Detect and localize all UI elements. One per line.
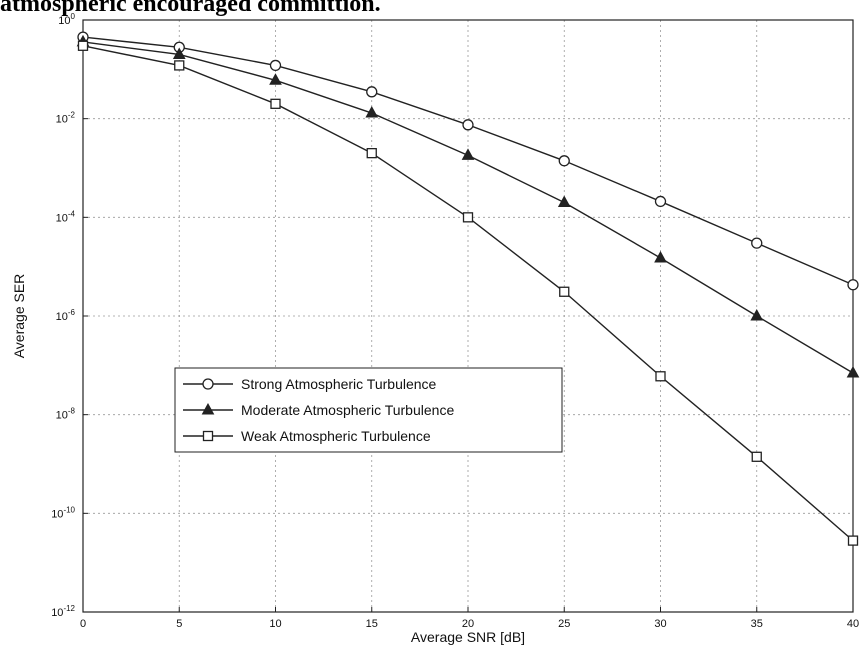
x-tick-label: 25 xyxy=(558,618,570,630)
x-tick-label: 0 xyxy=(80,618,86,630)
x-axis-label: Average SNR [dB] xyxy=(411,629,525,645)
square-marker xyxy=(270,98,281,109)
circle-marker xyxy=(751,237,763,249)
y-tick-label: 10-6 xyxy=(56,308,76,323)
square-marker xyxy=(847,535,859,546)
x-tick-label: 20 xyxy=(462,618,474,630)
circle-marker xyxy=(462,119,474,131)
circle-marker xyxy=(654,195,667,208)
grid xyxy=(83,20,853,612)
triangle-marker xyxy=(846,365,860,378)
x-tick-label: 5 xyxy=(176,618,182,630)
triangle-marker xyxy=(654,250,667,263)
y-tick-label: 10-4 xyxy=(56,209,76,224)
circle-marker xyxy=(202,378,214,390)
square-marker xyxy=(366,147,377,159)
x-tick-label: 35 xyxy=(751,618,763,630)
circle-marker xyxy=(269,59,282,72)
triangle-marker xyxy=(461,148,475,160)
square-marker xyxy=(751,451,762,462)
square-marker xyxy=(462,212,474,223)
series-square xyxy=(77,40,859,546)
square-marker xyxy=(77,40,89,51)
legend-box xyxy=(174,367,563,453)
circle-marker xyxy=(558,155,570,167)
square-marker xyxy=(174,60,185,71)
triangle-marker xyxy=(269,73,282,85)
x-tick-label: 40 xyxy=(847,618,859,630)
y-tick-label: 10-8 xyxy=(56,407,76,422)
triangle-marker xyxy=(750,308,764,321)
square-marker xyxy=(559,286,570,297)
square-marker xyxy=(655,371,666,382)
series-lines xyxy=(76,31,860,546)
square-marker xyxy=(202,430,214,442)
page-caption: atmospheric encouraged committion. xyxy=(0,0,381,17)
legend-label: Strong Atmospheric Turbulence xyxy=(241,376,437,392)
circle-marker xyxy=(366,86,378,98)
x-tick-label: 10 xyxy=(269,618,281,630)
triangle-marker xyxy=(365,106,379,118)
legend-label: Weak Atmospheric Turbulence xyxy=(241,428,431,444)
x-tick-label: 15 xyxy=(366,618,378,630)
triangle-marker xyxy=(201,402,215,415)
y-tick-label: 10-12 xyxy=(51,604,75,619)
circle-marker xyxy=(847,279,859,291)
triangle-marker xyxy=(557,195,571,207)
axis-ticks: 0 5 10 15 20 25 30 35 40 100 10-2 10-4 10-6 10-8 10-10… xyxy=(51,12,859,630)
x-tick-label: 30 xyxy=(654,618,666,630)
y-tick-label: 10-2 xyxy=(56,111,76,126)
y-tick-label: 100 xyxy=(58,12,75,27)
triangle-marker xyxy=(172,47,186,59)
legend-label: Moderate Atmospheric Turbulence xyxy=(241,402,454,418)
y-tick-label: 10-10 xyxy=(51,505,75,520)
y-axis-label: Average SER xyxy=(11,274,27,359)
legend: Strong Atmospheric Turbulence Moderate At… xyxy=(174,367,563,453)
